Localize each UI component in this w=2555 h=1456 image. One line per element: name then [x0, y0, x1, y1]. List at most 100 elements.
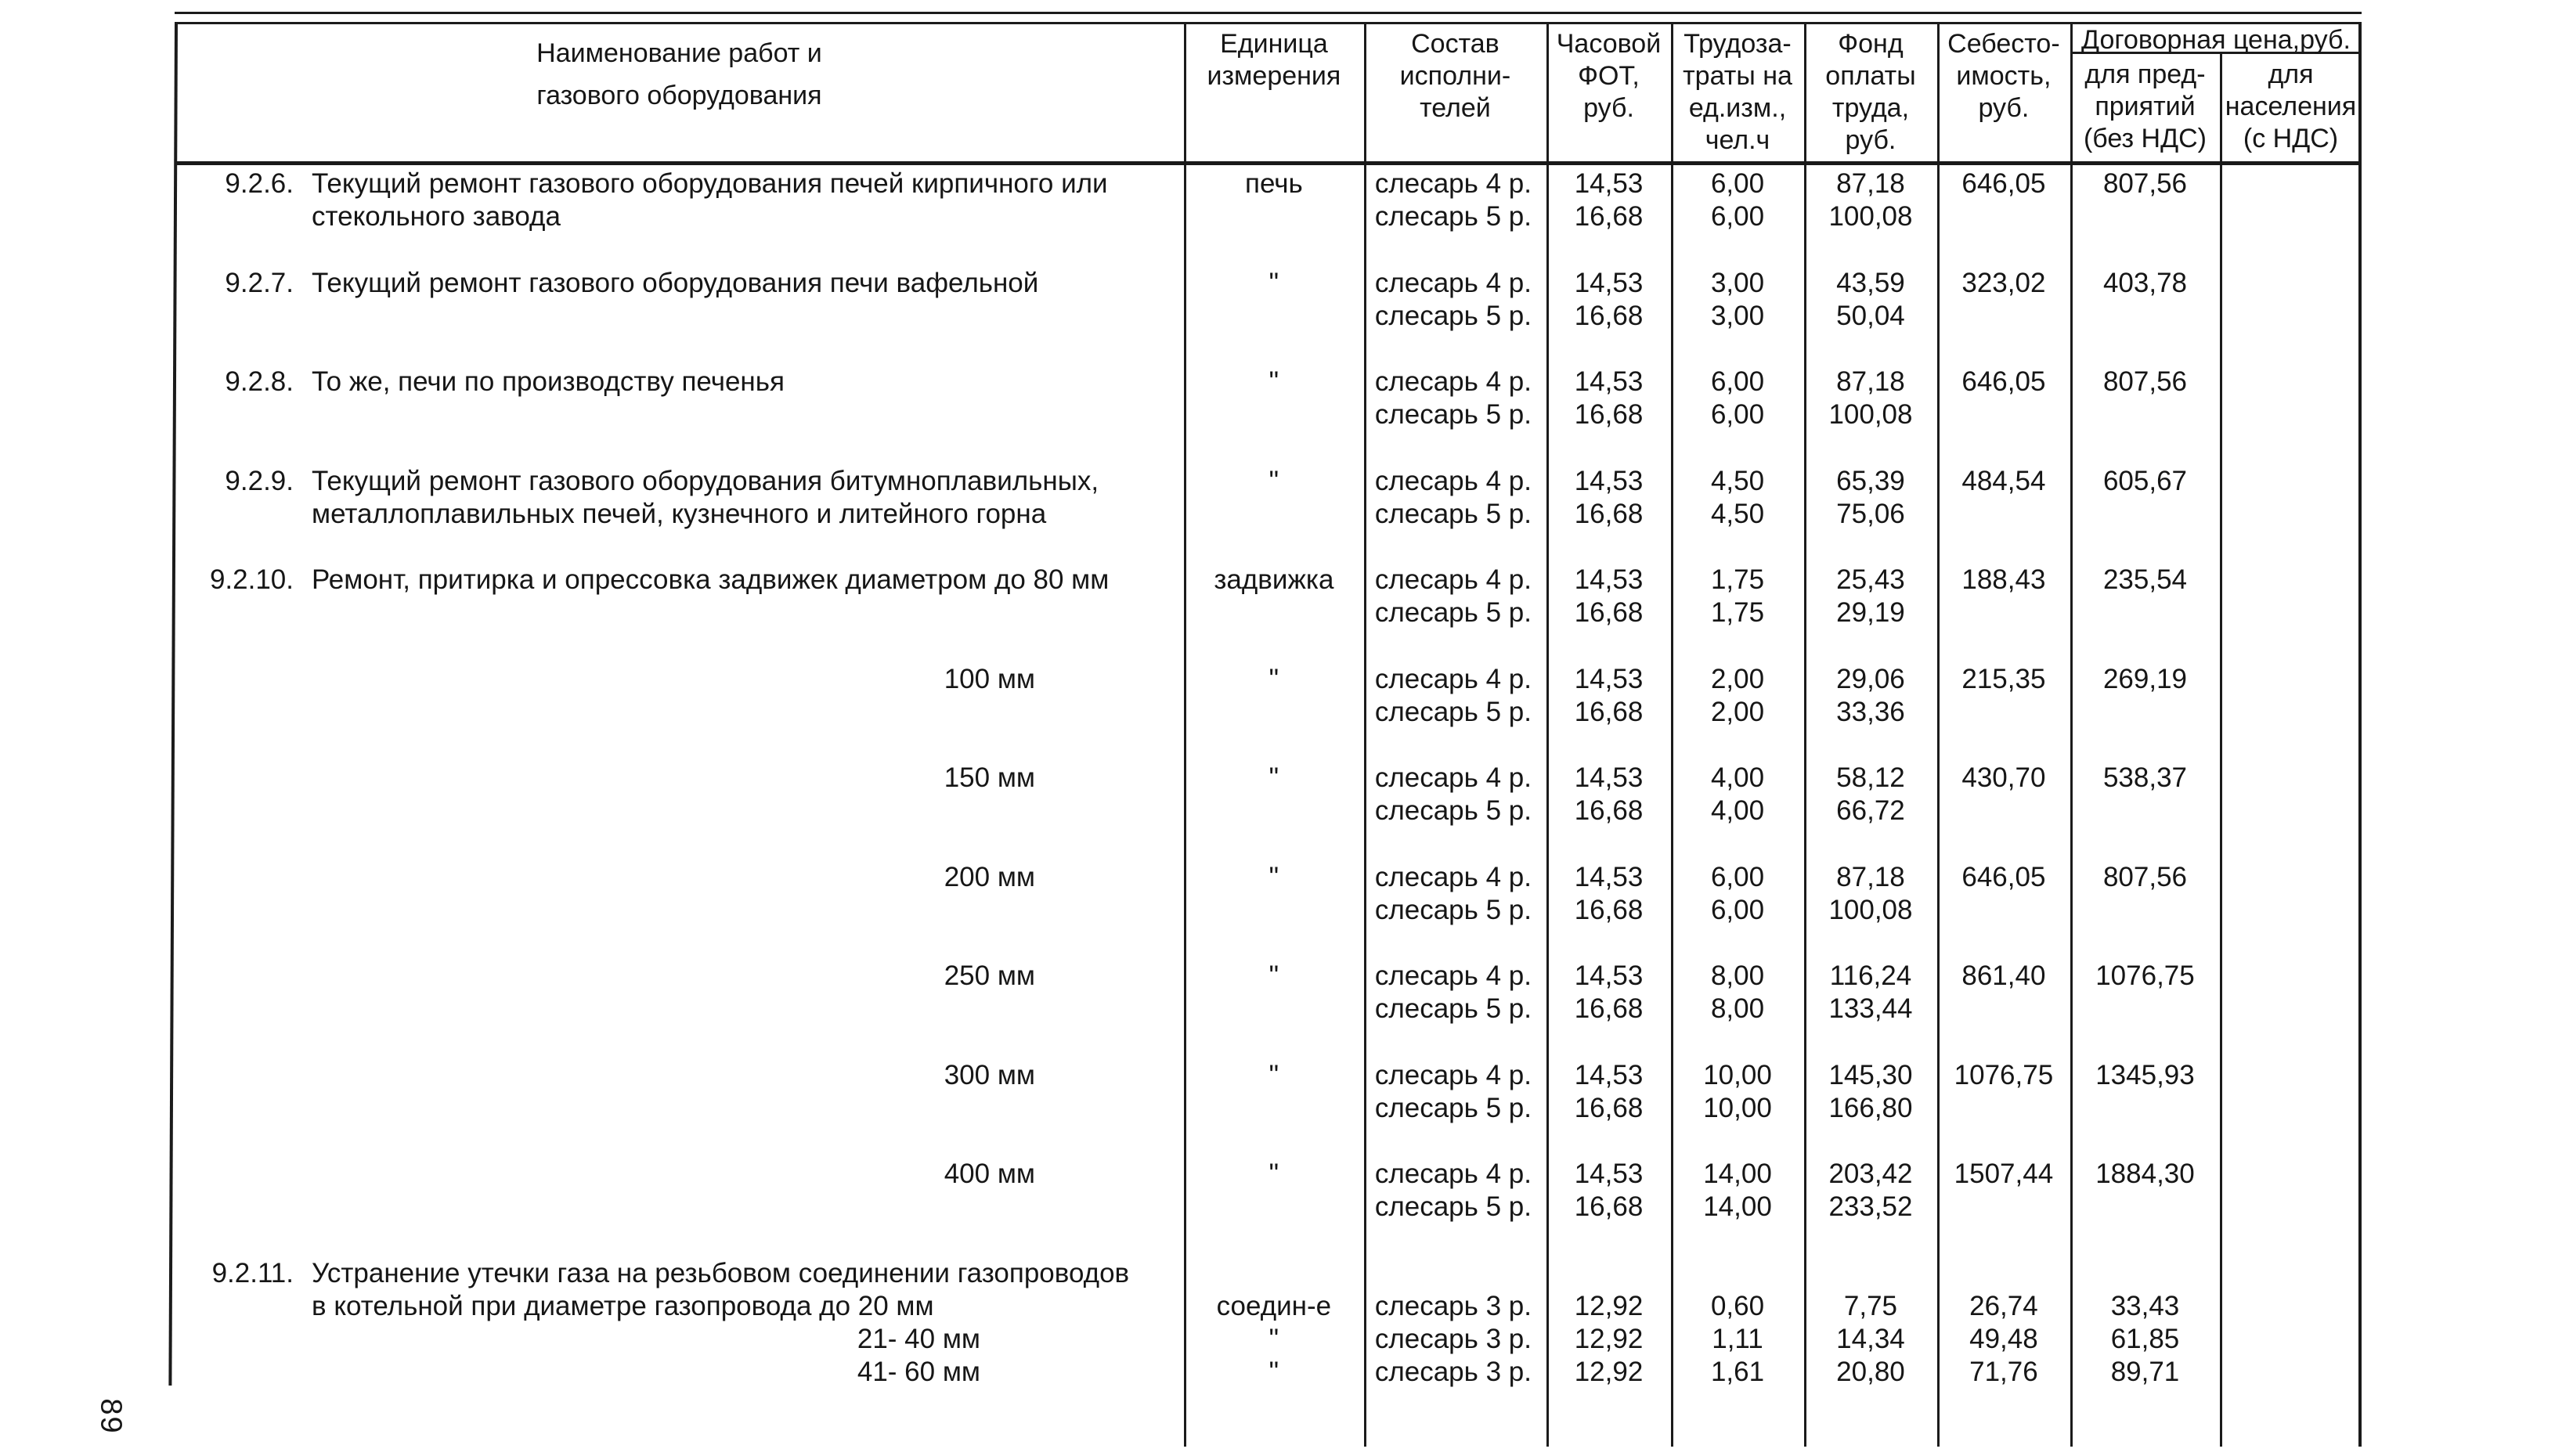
column-header-hourly-wage: Часовой ФОТ, руб.	[1556, 29, 1662, 123]
crew-cell: слесарь 4 р.	[1374, 564, 1532, 595]
labor-input-cell: 6,00	[1710, 366, 1765, 397]
wage-fund-cell: 233,52	[1828, 1191, 1913, 1222]
row-sub-description: 21- 40 мм	[857, 1323, 980, 1354]
labor-input-cell: 2,00	[1710, 696, 1765, 727]
hourly-wage-cell: 14,53	[1574, 960, 1644, 991]
row-description: 250 мм	[944, 960, 1035, 991]
hourly-wage-cell: 16,68	[1574, 894, 1644, 925]
labor-input-cell: 4,50	[1710, 465, 1765, 496]
unit-cell: "	[1268, 762, 1279, 793]
labor-input-cell: 6,00	[1710, 894, 1765, 925]
hourly-wage-cell: 16,68	[1574, 300, 1644, 331]
column-header-crew: Состав исполни- телей	[1399, 29, 1511, 123]
price-enterprises-cell: 538,37	[2102, 762, 2188, 793]
table-header-row: Наименование работ и газового оборудован…	[175, 22, 2362, 165]
labor-input-cell: 0,60	[1710, 1290, 1765, 1321]
labor-input-cell: 1,75	[1710, 564, 1765, 595]
labor-input-cell: 8,00	[1710, 993, 1765, 1024]
unit-cell: "	[1268, 366, 1279, 397]
wage-fund-cell: 29,19	[1836, 597, 1905, 628]
price-enterprises-cell: 605,67	[2102, 465, 2188, 496]
wage-fund-cell: 66,72	[1836, 795, 1905, 826]
cost-price-cell: 430,70	[1961, 762, 2046, 793]
column-divider	[2070, 165, 2073, 1447]
hourly-wage-cell: 14,53	[1574, 1059, 1644, 1090]
table-row-group: 300 мм " слесарь 4 р. 14,53 10,00 145,30 1076,…	[175, 1059, 2362, 1159]
cost-price-cell: 646,05	[1961, 168, 2046, 199]
hourly-wage-cell: 16,68	[1574, 1092, 1644, 1123]
labor-input-cell: 14,00	[1703, 1191, 1772, 1222]
cost-price-cell: 484,54	[1961, 465, 2046, 496]
row-number-label: 9.2.8.	[225, 366, 294, 397]
crew-cell: слесарь 5 р.	[1374, 597, 1532, 628]
crew-cell: слесарь 4 р.	[1374, 465, 1532, 496]
row-description: 150 мм	[944, 762, 1035, 793]
crew-cell: слесарь 4 р.	[1374, 366, 1532, 397]
table-body: 9.2.6. Текущий ремонт газового оборудован…	[175, 165, 2362, 1447]
cost-price-cell: 1507,44	[1954, 1159, 2054, 1189]
row-number-label: 9.2.7.	[225, 267, 294, 298]
cost-price-cell: 861,40	[1961, 960, 2046, 991]
unit-cell: соедин-е	[1216, 1290, 1332, 1321]
hourly-wage-cell: 14,53	[1574, 1159, 1644, 1189]
wage-fund-cell: 43,59	[1836, 267, 1905, 298]
row-description: 200 мм	[944, 861, 1035, 892]
wage-fund-cell: 7,75	[1843, 1290, 1898, 1321]
crew-cell: слесарь 4 р.	[1374, 861, 1532, 892]
column-header-wage-fund: Фонд оплаты труда, руб.	[1825, 29, 1916, 155]
crew-cell: слесарь 5 р.	[1374, 300, 1532, 331]
labor-input-cell: 1,11	[1712, 1323, 1763, 1354]
column-header-labor-input: Трудоза- траты на ед.изм., чел.ч	[1683, 29, 1792, 155]
price-enterprises-cell: 269,19	[2102, 663, 2188, 694]
labor-input-cell: 6,00	[1710, 399, 1765, 430]
price-enterprises-cell: 89,71	[2110, 1356, 2180, 1387]
row-sub-description: 41- 60 мм	[857, 1356, 980, 1387]
unit-cell: задвижка	[1214, 564, 1334, 595]
column-divider	[1804, 165, 1807, 1447]
crew-cell: слесарь 3 р.	[1374, 1323, 1532, 1354]
column-header-contract-price: Договорная цена,руб.	[2070, 24, 2362, 55]
labor-input-cell: 8,00	[1710, 960, 1765, 991]
row-description: 300 мм	[944, 1059, 1035, 1090]
row-description: Текущий ремонт газового оборудования бит…	[312, 465, 1099, 529]
hourly-wage-cell: 16,68	[1574, 201, 1644, 232]
wage-fund-cell: 100,08	[1828, 201, 1913, 232]
column-header-unit: Единица измерения	[1207, 29, 1341, 91]
table-row-group: 150 мм " слесарь 4 р. 14,53 4,00 58,12 430,70 5…	[175, 762, 2362, 861]
header-divider	[1670, 24, 1673, 161]
crew-cell: слесарь 5 р.	[1374, 894, 1532, 925]
table-row-groups: 9.2.6. Текущий ремонт газового оборудован…	[175, 168, 2362, 1454]
hourly-wage-cell: 14,53	[1574, 366, 1644, 397]
cost-price-cell: 188,43	[1961, 564, 2046, 595]
labor-input-cell: 6,00	[1710, 201, 1765, 232]
cost-price-cell: 323,02	[1961, 267, 2046, 298]
labor-input-cell: 2,00	[1710, 663, 1765, 694]
row-description: 400 мм	[944, 1159, 1035, 1189]
table-row-group: 9.2.8. То же, печи по производству печень…	[175, 366, 2362, 465]
price-enterprises-cell: 403,78	[2102, 267, 2188, 298]
header-divider	[1936, 24, 1940, 161]
unit-cell: "	[1268, 663, 1279, 694]
crew-cell: слесарь 4 р.	[1374, 168, 1532, 199]
wage-fund-cell: 100,08	[1828, 399, 1913, 430]
header-divider	[1363, 24, 1366, 161]
labor-input-cell: 14,00	[1703, 1159, 1772, 1189]
wage-fund-cell: 87,18	[1836, 861, 1905, 892]
price-enterprises-cell: 807,56	[2102, 861, 2188, 892]
hourly-wage-cell: 14,53	[1574, 762, 1644, 793]
table-row-group: 9.2.11. Устранение утечки газа на резьбов…	[175, 1257, 2362, 1454]
column-divider	[1670, 165, 1673, 1447]
column-header-price-population: для населения (с НДС)	[2225, 59, 2357, 153]
crew-cell: слесарь 3 р.	[1374, 1356, 1532, 1387]
unit-cell: "	[1268, 1059, 1279, 1090]
crew-cell: слесарь 5 р.	[1374, 1191, 1532, 1222]
unit-cell: "	[1268, 267, 1279, 298]
crew-cell: слесарь 5 р.	[1374, 795, 1532, 826]
cost-price-cell: 71,76	[1969, 1356, 2038, 1387]
labor-input-cell: 4,00	[1710, 795, 1765, 826]
table-row-group: 200 мм " слесарь 4 р. 14,53 6,00 87,18 646,05 8…	[175, 861, 2362, 960]
row-number-label: 9.2.10.	[209, 564, 294, 595]
crew-cell: слесарь 5 р.	[1374, 1092, 1532, 1123]
wage-fund-cell: 20,80	[1836, 1356, 1905, 1387]
